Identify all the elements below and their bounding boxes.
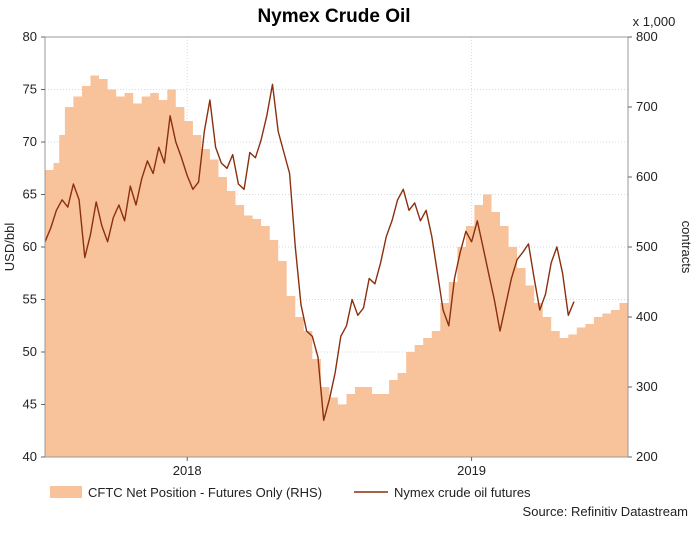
left-tick-label: 70 <box>23 134 37 149</box>
left-tick-label: 55 <box>23 292 37 307</box>
x-tick-label: 2019 <box>457 463 486 478</box>
source-note: Source: Refinitiv Datastream <box>523 504 688 519</box>
left-tick-label: 80 <box>23 29 37 44</box>
right-axis-label: contracts <box>679 221 694 274</box>
right-tick-label: 500 <box>636 239 658 254</box>
left-tick-label: 65 <box>23 187 37 202</box>
left-tick-label: 60 <box>23 239 37 254</box>
legend-swatch-cftc <box>50 486 82 498</box>
crude-oil-price-line <box>44 83 575 421</box>
x-axis-ticks: 2018 2019 <box>173 457 486 478</box>
right-axis-multiplier: x 1,000 <box>633 14 676 29</box>
legend: CFTC Net Position - Futures Only (RHS) N… <box>50 485 531 500</box>
right-tick-label: 400 <box>636 309 658 324</box>
right-tick-label: 300 <box>636 379 658 394</box>
left-tick-label: 75 <box>23 82 37 97</box>
left-tick-label: 40 <box>23 449 37 464</box>
right-tick-label: 700 <box>636 99 658 114</box>
left-axis-ticks: 80 75 70 65 60 55 50 45 40 <box>23 29 45 464</box>
right-tick-label: 800 <box>636 29 658 44</box>
right-tick-label: 600 <box>636 169 658 184</box>
x-tick-label: 2018 <box>173 463 202 478</box>
legend-label-oil: Nymex crude oil futures <box>394 485 531 500</box>
right-tick-label: 200 <box>636 449 658 464</box>
cftc-net-position-area <box>45 75 628 457</box>
right-axis-ticks: 800 700 600 500 400 300 200 <box>628 29 658 464</box>
left-tick-label: 45 <box>23 397 37 412</box>
left-axis-label: USD/bbl <box>2 223 17 272</box>
left-tick-label: 50 <box>23 344 37 359</box>
chart-title: Nymex Crude Oil <box>257 6 410 27</box>
plot-area <box>44 36 629 458</box>
legend-label-cftc: CFTC Net Position - Futures Only (RHS) <box>88 485 322 500</box>
